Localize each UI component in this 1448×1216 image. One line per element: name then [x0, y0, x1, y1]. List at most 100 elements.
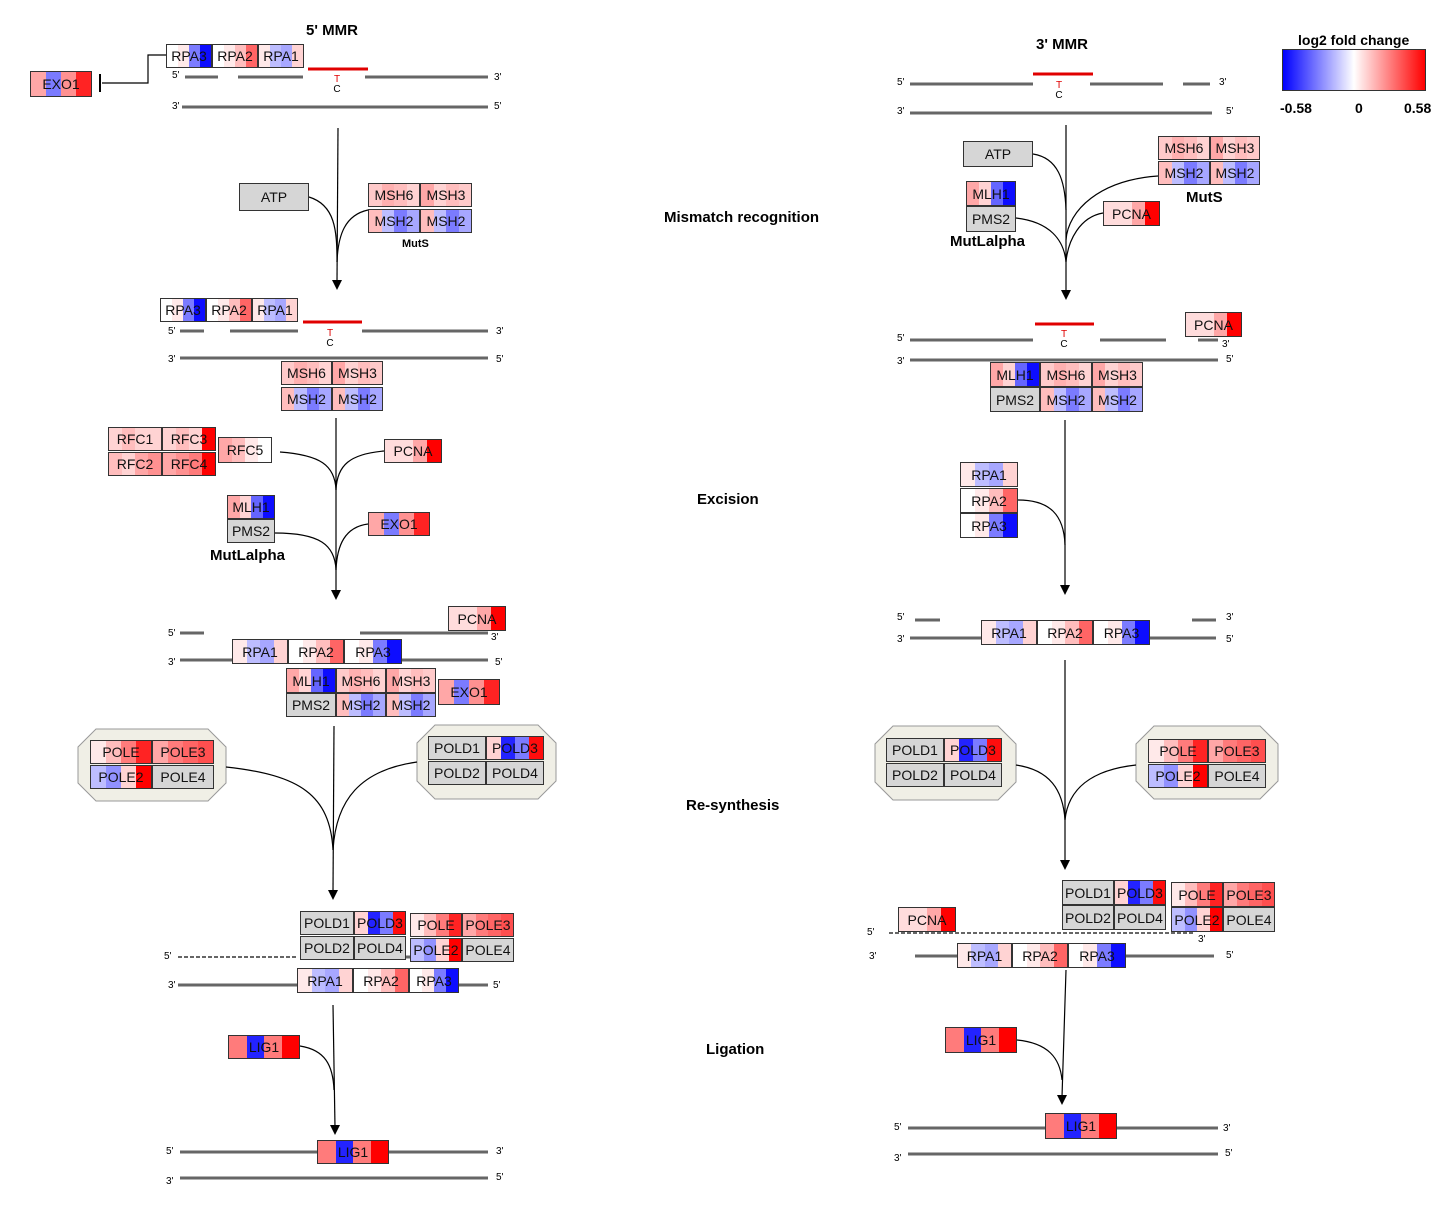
gene-node-pole2[interactable]: POLE2 [90, 765, 152, 789]
gene-node-pold3[interactable]: POLD3 [1114, 880, 1166, 905]
gene-node-pole3[interactable]: POLE3 [152, 740, 214, 764]
gene-node-msh2[interactable]: MSH2 [332, 387, 383, 411]
gene-node-pold4[interactable]: POLD4 [1114, 905, 1166, 930]
gene-node-lig1[interactable]: LIG1 [1045, 1113, 1117, 1139]
gene-node-pold2[interactable]: POLD2 [1062, 905, 1114, 930]
gene-node-pole[interactable]: POLE [1148, 739, 1208, 763]
gene-node-msh3[interactable]: MSH3 [332, 361, 383, 385]
gene-node-msh6[interactable]: MSH6 [336, 668, 386, 693]
gene-node-mlh1[interactable]: MLH1 [966, 181, 1016, 206]
gene-node-rfc3[interactable]: RFC3 [162, 427, 216, 451]
gene-node-pms2[interactable]: PMS2 [286, 693, 336, 717]
gene-node-pole4[interactable]: POLE4 [462, 938, 514, 962]
gene-node-rpa3[interactable]: RPA3 [344, 639, 402, 664]
gene-node-lig1[interactable]: LIG1 [228, 1035, 300, 1059]
gene-node-msh3[interactable]: MSH3 [1210, 136, 1260, 160]
gene-node-pcna[interactable]: PCNA [448, 606, 506, 631]
gene-node-pms2[interactable]: PMS2 [227, 519, 275, 543]
gene-node-rpa3[interactable]: RPA3 [166, 44, 212, 68]
gene-node-rpa1[interactable]: RPA1 [252, 298, 298, 322]
gene-node-pole[interactable]: POLE [90, 740, 152, 764]
gene-node-pole3[interactable]: POLE3 [462, 913, 514, 937]
gene-node-rpa1[interactable]: RPA1 [957, 943, 1012, 968]
gene-node-msh3[interactable]: MSH3 [1092, 362, 1143, 387]
gene-node-rpa3[interactable]: RPA3 [960, 513, 1018, 538]
gene-node-msh2[interactable]: MSH2 [1210, 161, 1260, 185]
gene-node-pole4[interactable]: POLE4 [152, 765, 214, 789]
gene-node-pole[interactable]: POLE [410, 913, 462, 937]
gene-node-exo1[interactable]: EXO1 [438, 679, 500, 705]
gene-node-pold4[interactable]: POLD4 [486, 761, 544, 785]
gene-node-rpa1[interactable]: RPA1 [232, 639, 288, 664]
gene-node-msh3[interactable]: MSH3 [420, 183, 472, 207]
gene-node-rpa2[interactable]: RPA2 [212, 44, 258, 68]
gene-node-rfc1[interactable]: RFC1 [108, 427, 162, 451]
gene-node-rpa2[interactable]: RPA2 [1012, 943, 1068, 968]
gene-node-msh2[interactable]: MSH2 [1092, 387, 1143, 412]
gene-node-msh6[interactable]: MSH6 [1040, 362, 1092, 387]
gene-node-pcna[interactable]: PCNA [1185, 312, 1242, 337]
gene-node-pcna[interactable]: PCNA [898, 907, 956, 932]
gene-node-pold3[interactable]: POLD3 [354, 911, 406, 935]
gene-node-exo1[interactable]: EXO1 [368, 512, 430, 536]
gene-node-lig1[interactable]: LIG1 [945, 1027, 1017, 1053]
gene-node-pold4[interactable]: POLD4 [944, 763, 1002, 787]
gene-node-pms2[interactable]: PMS2 [990, 387, 1040, 412]
atp-node[interactable]: ATP [963, 141, 1033, 167]
gene-node-pole[interactable]: POLE [1171, 882, 1223, 907]
gene-node-exo1[interactable]: EXO1 [30, 71, 92, 97]
gene-node-rpa2[interactable]: RPA2 [960, 488, 1018, 513]
gene-node-msh6[interactable]: MSH6 [1158, 136, 1210, 160]
gene-node-msh2[interactable]: MSH2 [420, 209, 472, 233]
gene-node-rfc2[interactable]: RFC2 [108, 452, 162, 476]
gene-node-rfc4[interactable]: RFC4 [162, 452, 216, 476]
gene-node-msh6[interactable]: MSH6 [368, 183, 420, 207]
gene-node-pole4[interactable]: POLE4 [1208, 764, 1266, 788]
gene-node-msh2[interactable]: MSH2 [281, 387, 332, 411]
gene-node-lig1[interactable]: LIG1 [317, 1140, 389, 1164]
gene-node-rpa2[interactable]: RPA2 [353, 968, 409, 993]
gene-node-pold1[interactable]: POLD1 [886, 738, 944, 762]
gene-node-rpa3[interactable]: RPA3 [1093, 620, 1150, 645]
gene-node-pold1[interactable]: POLD1 [1062, 880, 1114, 905]
gene-node-rpa3[interactable]: RPA3 [160, 298, 206, 322]
gene-node-rpa3[interactable]: RPA3 [1068, 943, 1126, 968]
gene-node-msh2[interactable]: MSH2 [368, 209, 420, 233]
gene-node-msh3[interactable]: MSH3 [386, 668, 436, 693]
gene-node-rpa1[interactable]: RPA1 [981, 620, 1037, 645]
gene-node-pold2[interactable]: POLD2 [300, 936, 354, 960]
gene-node-rfc5[interactable]: RFC5 [218, 437, 272, 463]
gene-node-pms2[interactable]: PMS2 [966, 206, 1016, 232]
gene-node-pold3[interactable]: POLD3 [486, 736, 544, 760]
gene-node-pold2[interactable]: POLD2 [428, 761, 486, 785]
gene-node-pole4[interactable]: POLE4 [1223, 907, 1275, 932]
gene-node-msh2[interactable]: MSH2 [1040, 387, 1092, 412]
gene-node-rpa2[interactable]: RPA2 [1037, 620, 1093, 645]
gene-node-rpa2[interactable]: RPA2 [288, 639, 344, 664]
gene-node-rpa2[interactable]: RPA2 [206, 298, 252, 322]
gene-node-rpa3[interactable]: RPA3 [409, 968, 459, 993]
gene-node-rpa1[interactable]: RPA1 [960, 462, 1018, 487]
gene-node-msh2[interactable]: MSH2 [336, 693, 386, 717]
gene-node-rpa1[interactable]: RPA1 [297, 968, 353, 993]
gene-node-pold1[interactable]: POLD1 [300, 911, 354, 935]
gene-node-pold2[interactable]: POLD2 [886, 763, 944, 787]
gene-node-msh2[interactable]: MSH2 [1158, 161, 1210, 185]
gene-node-pold1[interactable]: POLD1 [428, 736, 486, 760]
gene-node-pole3[interactable]: POLE3 [1208, 739, 1266, 763]
gene-node-rpa1[interactable]: RPA1 [258, 44, 304, 68]
gene-node-pold4[interactable]: POLD4 [354, 936, 406, 960]
gene-node-pold3[interactable]: POLD3 [944, 738, 1002, 762]
gene-node-mlh1[interactable]: MLH1 [227, 495, 275, 519]
gene-node-pole3[interactable]: POLE3 [1223, 882, 1275, 907]
gene-node-pcna[interactable]: PCNA [1103, 201, 1160, 226]
gene-node-mlh1[interactable]: MLH1 [286, 668, 336, 693]
gene-node-mlh1[interactable]: MLH1 [990, 362, 1040, 387]
gene-node-pole2[interactable]: POLE2 [410, 938, 462, 962]
gene-node-msh2[interactable]: MSH2 [386, 693, 436, 717]
atp-node[interactable]: ATP [239, 183, 309, 211]
gene-node-pcna[interactable]: PCNA [384, 439, 442, 463]
gene-node-pole2[interactable]: POLE2 [1171, 907, 1223, 932]
gene-node-pole2[interactable]: POLE2 [1148, 764, 1208, 788]
gene-node-msh6[interactable]: MSH6 [281, 361, 332, 385]
